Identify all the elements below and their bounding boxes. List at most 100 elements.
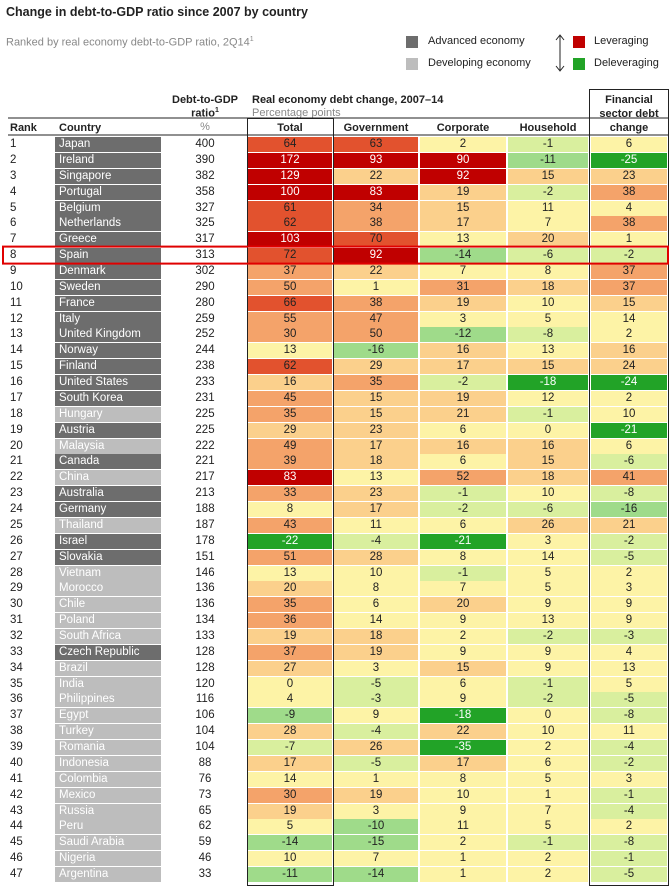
- financial-cell: 38: [591, 184, 667, 200]
- government-cell: 26: [334, 740, 418, 756]
- rank-cell: 28: [10, 566, 23, 579]
- table-row: 11 France 280 66 38 19 10 15: [0, 295, 671, 312]
- financial-cell: -16: [591, 502, 667, 517]
- government-cell: 15: [334, 406, 418, 422]
- legend-deleveraging-label: Deleveraging: [594, 57, 659, 69]
- corporate-cell: 8: [420, 771, 506, 787]
- household-cell: -2: [508, 184, 588, 200]
- financial-cell: 10: [591, 406, 667, 422]
- ratio-cell: 358: [195, 185, 215, 198]
- total-cell: 30: [248, 787, 332, 803]
- financial-cell: -3: [591, 629, 667, 644]
- ratio-cell: 325: [195, 217, 215, 230]
- country-cell: Canada: [55, 454, 161, 470]
- ratio-cell: 390: [195, 153, 215, 166]
- total-cell: 0: [248, 676, 332, 692]
- ratio-cell: 104: [195, 725, 215, 738]
- table-row: 20 Malaysia 222 49 17 16 16 6: [0, 438, 671, 455]
- rank-cell: 45: [10, 836, 23, 849]
- rank-cell: 27: [10, 550, 23, 563]
- household-cell: -2: [508, 692, 588, 708]
- corporate-cell: 19: [420, 184, 506, 200]
- total-cell: 62: [248, 216, 332, 232]
- financial-cell: -8: [591, 708, 667, 724]
- financial-cell: 2: [591, 390, 667, 406]
- financial-cell: 2: [591, 819, 667, 835]
- government-cell: 8: [334, 581, 418, 597]
- ratio-cell: 104: [195, 741, 215, 754]
- household-cell: 7: [508, 803, 588, 819]
- ratio-cell: 302: [195, 265, 215, 277]
- corporate-cell: 16: [420, 343, 506, 359]
- total-cell: 64: [248, 137, 332, 152]
- total-cell: 5: [248, 819, 332, 835]
- total-cell: 37: [248, 644, 332, 660]
- table-row: 31 Poland 134 36 14 9 13 9: [0, 613, 671, 629]
- country-cell: Spain: [55, 248, 161, 264]
- table-row: 6 Netherlands 325 62 38 17 7 38: [0, 216, 671, 232]
- table-row: 29 Morocco 136 20 8 7 5 3: [0, 581, 671, 597]
- ratio-cell: 46: [198, 852, 212, 865]
- ratio-cell: 187: [195, 518, 215, 531]
- table-row: 43 Russia 65 19 3 9 7 -4: [0, 803, 671, 820]
- government-cell: 1: [334, 279, 418, 295]
- table-row: 1 Japan 400 64 63 2 -1 6: [0, 137, 671, 153]
- government-cell: 18: [334, 454, 418, 470]
- total-cell: 13: [248, 565, 332, 581]
- rank-cell: 12: [10, 312, 23, 325]
- table-row: 21 Canada 221 39 18 6 15 -6: [0, 454, 671, 470]
- table-row: 16 United States 233 16 35 -2 -18 -24: [0, 375, 671, 391]
- header-ratio-text: ratio: [191, 107, 215, 120]
- ratio-cell: 62: [198, 820, 212, 833]
- household-cell: 3: [508, 533, 588, 549]
- financial-cell: 1: [591, 232, 667, 248]
- rank-cell: 34: [10, 661, 23, 674]
- table-row: 22 China 217 83 13 52 18 41: [0, 470, 671, 486]
- household-cell: 12: [508, 390, 588, 406]
- country-cell: Australia: [55, 486, 161, 502]
- header-rank: Rank: [10, 122, 37, 134]
- government-cell: 22: [334, 264, 418, 279]
- total-cell: 43: [248, 517, 332, 533]
- corporate-cell: 9: [420, 644, 506, 660]
- household-cell: 9: [508, 597, 588, 613]
- ratio-cell: 225: [195, 407, 215, 420]
- table-row: 27 Slovakia 151 51 28 8 14 -5: [0, 549, 671, 566]
- rank-cell: 8: [10, 249, 17, 262]
- total-cell: 37: [248, 264, 332, 279]
- rank-cell: 47: [10, 868, 23, 880]
- country-cell: South Korea: [55, 390, 161, 406]
- table-row: 47 Argentina 33 -11 -14 1 2 -5: [0, 867, 671, 883]
- country-cell: Argentina: [55, 867, 161, 882]
- country-cell: Finland: [55, 359, 161, 375]
- header-ratio-unit: %: [200, 121, 210, 133]
- header-units: Percentage points: [252, 107, 341, 119]
- total-cell: -14: [248, 835, 332, 851]
- ratio-cell: 231: [195, 391, 215, 404]
- ratio-cell: 382: [195, 169, 215, 182]
- rank-cell: 14: [10, 344, 23, 357]
- household-cell: 11: [508, 200, 588, 216]
- table-row: 7 Greece 317 103 70 13 20 1: [0, 232, 671, 248]
- rank-cell: 5: [10, 201, 17, 214]
- ratio-cell: 59: [198, 836, 212, 849]
- financial-cell: 4: [591, 200, 667, 216]
- government-cell: 19: [334, 787, 418, 803]
- total-cell: 35: [248, 406, 332, 422]
- table-row: 3 Singapore 382 129 22 92 15 23: [0, 168, 671, 185]
- table-row: 4 Portugal 358 100 83 19 -2 38: [0, 184, 671, 201]
- total-cell: 66: [248, 295, 332, 311]
- total-cell: 33: [248, 486, 332, 502]
- country-cell: Austria: [55, 422, 161, 438]
- legend-developing-label: Developing economy: [428, 57, 531, 69]
- financial-cell: 3: [591, 771, 667, 787]
- rank-cell: 40: [10, 756, 23, 769]
- ratio-cell: 146: [195, 566, 215, 579]
- ratio-cell: 222: [195, 439, 215, 452]
- table-row: 44 Peru 62 5 -10 11 5 2: [0, 819, 671, 835]
- corporate-cell: 6: [420, 422, 506, 438]
- ratio-cell: 120: [195, 677, 215, 690]
- ratio-cell: 280: [195, 296, 215, 309]
- financial-cell: 24: [591, 359, 667, 375]
- corporate-cell: 21: [420, 406, 506, 422]
